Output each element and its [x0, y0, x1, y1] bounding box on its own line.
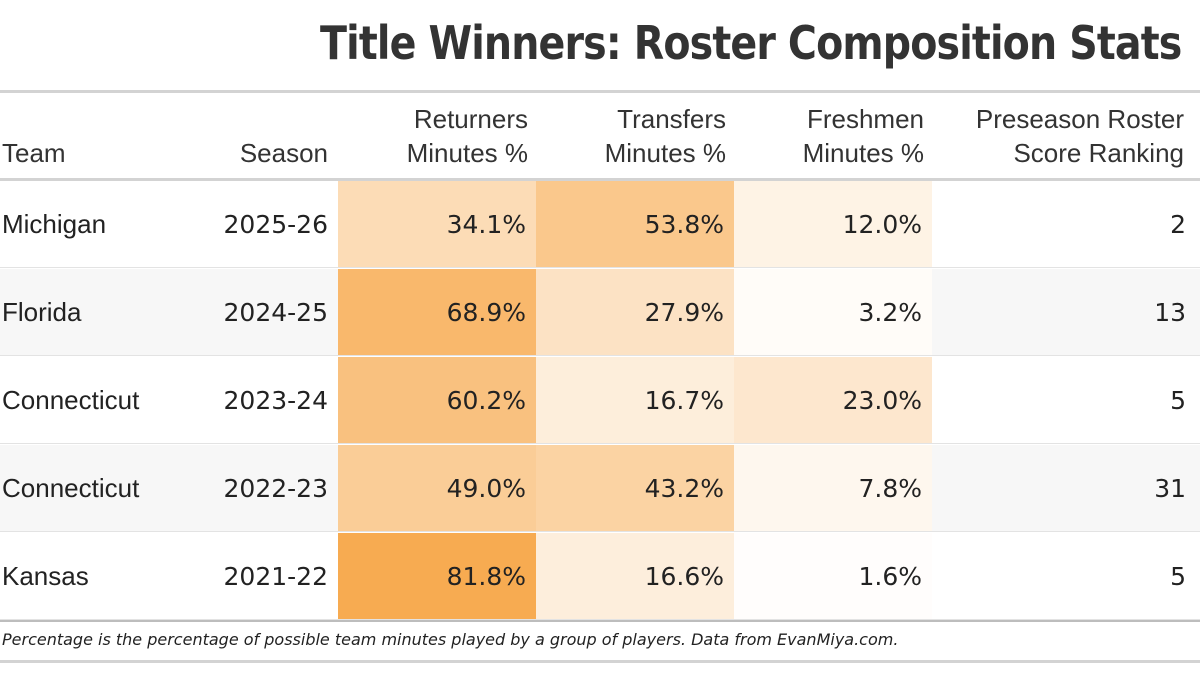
- transfers-cell: 16.6%: [536, 533, 734, 619]
- returners-cell: 81.8%: [338, 533, 536, 619]
- ranking-cell: 13: [1154, 297, 1186, 327]
- returners-cell: 60.2%: [338, 357, 536, 443]
- team-cell: Florida: [2, 296, 82, 327]
- returners-cell: 34.1%: [338, 181, 536, 267]
- returners-cell: 68.9%: [338, 269, 536, 355]
- table-row: Connecticut 2022-23 49.0% 43.2% 7.8% 31: [0, 445, 1200, 532]
- returners-cell: 49.0%: [338, 445, 536, 531]
- freshmen-cell: 7.8%: [734, 445, 932, 531]
- freshmen-cell: 12.0%: [734, 181, 932, 267]
- transfers-cell: 43.2%: [536, 445, 734, 531]
- transfers-cell: 16.7%: [536, 357, 734, 443]
- ranking-cell: 5: [1170, 385, 1186, 415]
- season-cell: 2024-25: [223, 297, 328, 327]
- bottom-rule: [0, 620, 1200, 622]
- team-cell: Kansas: [2, 560, 89, 591]
- header-transfers-line1: Transfers: [617, 104, 726, 134]
- freshmen-cell: 23.0%: [734, 357, 932, 443]
- header-returners-line2: Minutes %: [406, 138, 528, 168]
- header-ranking-line1: Preseason Roster: [975, 104, 1184, 134]
- header-season-label: Season: [239, 138, 328, 168]
- freshmen-cell: 3.2%: [734, 269, 932, 355]
- top-rule: [0, 90, 1200, 93]
- header-returners: Returners Minutes %: [338, 100, 528, 170]
- header-team: Team: [2, 100, 122, 170]
- table-row: Florida 2024-25 68.9% 27.9% 3.2% 13: [0, 269, 1200, 356]
- table-row: Michigan 2025-26 34.1% 53.8% 12.0% 2: [0, 181, 1200, 268]
- header-transfers: Transfers Minutes %: [536, 100, 726, 170]
- header-freshmen-line2: Minutes %: [802, 138, 924, 168]
- season-cell: 2025-26: [223, 209, 328, 239]
- table-row: Connecticut 2023-24 60.2% 16.7% 23.0% 5: [0, 357, 1200, 444]
- team-cell: Michigan: [2, 208, 107, 239]
- header-team-label: Team: [2, 138, 66, 168]
- header-ranking: Preseason Roster Score Ranking: [940, 100, 1184, 170]
- ranking-cell: 31: [1154, 473, 1186, 503]
- chart-title: Title Winners: Roster Composition Stats: [320, 16, 1182, 70]
- season-cell: 2022-23: [223, 473, 328, 503]
- header-freshmen: Freshmen Minutes %: [734, 100, 924, 170]
- header-freshmen-line1: Freshmen: [806, 104, 924, 134]
- header-transfers-line2: Minutes %: [604, 138, 726, 168]
- ranking-cell: 2: [1170, 209, 1186, 239]
- header-returners-line1: Returners: [413, 104, 528, 134]
- header-season: Season: [200, 100, 328, 170]
- header-rule: [0, 178, 1200, 181]
- footnote: Percentage is the percentage of possible…: [2, 630, 899, 649]
- season-cell: 2023-24: [223, 385, 328, 415]
- ranking-cell: 5: [1170, 561, 1186, 591]
- team-cell: Connecticut: [2, 384, 140, 415]
- footer-rule: [0, 660, 1200, 663]
- transfers-cell: 27.9%: [536, 269, 734, 355]
- season-cell: 2021-22: [223, 561, 328, 591]
- freshmen-cell: 1.6%: [734, 533, 932, 619]
- table-row: Kansas 2021-22 81.8% 16.6% 1.6% 5: [0, 533, 1200, 620]
- team-cell: Connecticut: [2, 472, 140, 503]
- transfers-cell: 53.8%: [536, 181, 734, 267]
- header-ranking-line2: Score Ranking: [1013, 138, 1184, 168]
